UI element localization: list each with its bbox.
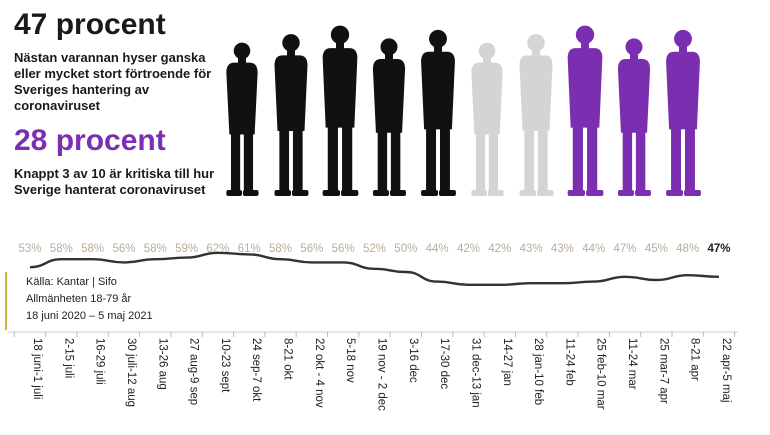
data-label: 58% (269, 243, 292, 255)
person-silhouette (471, 42, 504, 196)
person-silhouette (421, 29, 456, 196)
data-label: 50% (394, 243, 417, 255)
data-label: 58% (81, 243, 104, 255)
data-label: 53% (18, 243, 41, 255)
data-label: 44% (426, 243, 449, 255)
data-label: 56% (300, 243, 323, 255)
person-silhouette (519, 34, 554, 196)
x-tick-label: 25 mar-7 apr (657, 338, 669, 404)
x-tick-label: 2-15 juli (62, 338, 74, 378)
data-label: 45% (645, 243, 668, 255)
source-note: Källa: Kantar | Sifo Allmänheten 18-79 å… (26, 274, 153, 325)
x-tick-label: 22 okt - 4 nov (313, 338, 325, 408)
people-silhouettes (226, 25, 701, 196)
x-tick-label: 31 dec-13 jan (469, 338, 481, 408)
source-line-2: Allmänheten 18-79 år (26, 293, 132, 305)
data-label: 47% (707, 243, 730, 255)
data-label: 44% (582, 243, 605, 255)
data-label: 58% (144, 243, 167, 255)
person-silhouette (372, 38, 407, 196)
source-line-3: 18 juni 2020 – 5 maj 2021 (26, 310, 153, 322)
x-tick-label: 10-23 sept (219, 338, 231, 393)
x-tick-label: 30 juli-12 aug (125, 338, 137, 407)
data-label: 47% (614, 243, 637, 255)
data-label: 58% (50, 243, 73, 255)
headline-28-procent: 28 procent (14, 124, 166, 157)
x-tick-label: 28 jan-10 feb (532, 338, 544, 405)
x-tick-label: 17-30 dec (438, 338, 450, 389)
x-tick-label: 25 feb-10 mar (595, 338, 607, 410)
source-line-1: Källa: Kantar | Sifo (26, 276, 117, 288)
x-tick-label: 19 nov - 2 dec (376, 338, 388, 411)
x-tick-label: 3-16 dec (407, 338, 419, 383)
person-silhouette (322, 25, 359, 196)
data-label: 56% (332, 243, 355, 255)
headline-47-procent: 47 procent (14, 8, 166, 41)
x-tick-label: 18 juni-1 juli (31, 338, 43, 399)
data-label: 56% (112, 243, 135, 255)
data-label: 61% (238, 243, 261, 255)
source-accent-bar (5, 272, 7, 330)
person-silhouette (666, 29, 701, 196)
data-label: 43% (520, 243, 543, 255)
x-tick-label: 22 apr-5 maj (720, 338, 732, 403)
data-label: 52% (363, 243, 386, 255)
x-tick-label: 14-27 jan (501, 338, 513, 386)
x-tick-label: 5-18 nov (344, 338, 356, 383)
person-silhouette (274, 34, 309, 196)
person-silhouette (617, 38, 652, 196)
x-tick-label: 16-29 juli (94, 338, 106, 385)
trust-line-chart: 53% 58% 58% 56% 58% 59% 62% 61% 58% 56% 56% 52% 50% 4… (8, 243, 738, 411)
x-tick-label: 11-24 mar (626, 338, 638, 390)
person-silhouette (226, 42, 259, 196)
data-label: 59% (175, 243, 198, 255)
x-tick-label: 8-21 apr (689, 338, 701, 381)
description-trust: Nästan varannan hyser ganska eller mycke… (14, 50, 212, 113)
x-tick-label: 13-26 aug (156, 338, 168, 390)
data-label: 42% (488, 243, 511, 255)
data-label: 62% (206, 243, 229, 255)
x-tick-label: 11-24 feb (563, 338, 575, 386)
x-tick-label: 27 aug-9 sep (188, 338, 200, 405)
x-tick-label: 8-21 okt (282, 338, 294, 380)
x-tick-label: 24 sep-7 okt (250, 338, 262, 402)
data-label: 48% (676, 243, 699, 255)
series-line (29, 251, 720, 286)
data-label: 43% (551, 243, 574, 255)
data-label: 42% (457, 243, 480, 255)
person-silhouette (567, 25, 604, 196)
description-critical: Knappt 3 av 10 är kritiska till hur Sver… (14, 166, 215, 197)
